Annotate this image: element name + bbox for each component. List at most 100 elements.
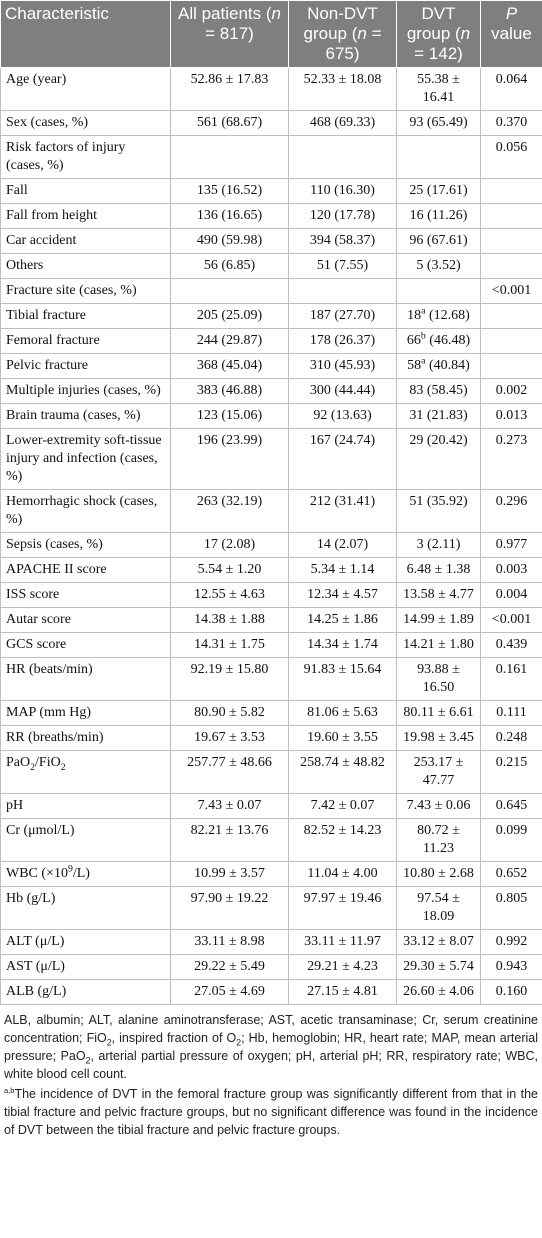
table-cell: 120 (17.78) (288, 203, 397, 229)
subscript: 2 (236, 1037, 242, 1048)
table-cell: 58a (40.84) (396, 353, 481, 379)
table-cell: 66b (46.48) (396, 328, 481, 354)
supscript: 9 (67, 863, 73, 875)
text: Autar score (6, 612, 71, 627)
table-cell: 0.160 (480, 979, 542, 1005)
text: Femoral fracture (6, 333, 100, 348)
text: 29 (20.42) (409, 433, 468, 448)
text: The incidence of DVT in the femoral frac… (4, 1087, 538, 1137)
text: 0.273 (495, 433, 528, 448)
text: 51 (7.55) (316, 258, 369, 273)
table-cell: Lower-extremity soft-tissue injury and i… (0, 428, 171, 490)
text: 0.645 (495, 798, 528, 813)
table-cell: Age (year) (0, 67, 171, 111)
text: Risk factors of injury (cases, %) (6, 140, 126, 173)
table-cell: Autar score (0, 607, 171, 633)
text: WBC (×10 (6, 866, 68, 881)
text: Car accident (6, 233, 77, 248)
text: 0.370 (495, 115, 528, 130)
table-cell (288, 278, 397, 304)
text: (12.68) (425, 308, 470, 323)
table-cell: 5 (3.52) (396, 253, 481, 279)
text: 0.652 (495, 866, 528, 881)
header-cell: All patients (n = 817) (170, 0, 289, 68)
table-cell: Cr (μmol/L) (0, 818, 171, 862)
table-cell: 178 (26.37) (288, 328, 397, 354)
text: = 675) (325, 24, 382, 63)
text: 123 (15.06) (196, 408, 263, 423)
text: 81.06 ± 5.63 (307, 705, 378, 720)
table-cell: 97.90 ± 19.22 (170, 886, 289, 930)
supscript: a (421, 305, 426, 317)
subscript: 2 (106, 1037, 112, 1048)
text: 92.19 ± 15.80 (190, 662, 269, 677)
text: 0.805 (495, 891, 528, 906)
table-cell: Brain trauma (cases, %) (0, 403, 171, 429)
table-cell: Multiple injuries (cases, %) (0, 378, 171, 404)
table-cell: 263 (32.19) (170, 489, 289, 533)
table-cell: 0.002 (480, 378, 542, 404)
text: Sepsis (cases, %) (6, 537, 103, 552)
table-row: pH 7.43 ± 0.07 7.42 ± 0.07 7.43 ± 0.06 0.645 (0, 793, 542, 819)
table-row: Fall 135 (16.52) 110 (16.30) 25 (17.61) (0, 178, 542, 204)
text: 135 (16.52) (196, 183, 263, 198)
text: 468 (69.33) (309, 115, 376, 130)
table-cell: 82.21 ± 13.76 (170, 818, 289, 862)
text: 0.977 (495, 537, 528, 552)
text: 7.42 ± 0.07 (310, 798, 375, 813)
text: /FiO (35, 755, 61, 770)
table-cell: 14.38 ± 1.88 (170, 607, 289, 633)
characteristics-table: Characteristic All patients (n = 817) Non-… (0, 0, 542, 1005)
text: 0.215 (495, 755, 528, 770)
table-row: Femoral fracture 244 (29.87) 178 (26.37) 66… (0, 328, 542, 354)
text: 383 (46.88) (196, 383, 263, 398)
text: MAP (mm Hg) (6, 705, 92, 720)
table-cell: 16 (11.26) (396, 203, 481, 229)
italic: n (271, 4, 281, 23)
text: , inspired fraction of O (111, 1031, 237, 1045)
text: 0.111 (496, 705, 527, 720)
text: 27.15 ± 4.81 (307, 984, 378, 999)
text: 91.83 ± 15.64 (303, 662, 382, 677)
text: 14.99 ± 1.89 (403, 612, 474, 627)
text: 12.34 ± 4.57 (307, 587, 378, 602)
table-row: GCS score 14.31 ± 1.75 14.34 ± 1.74 14.21 ±… (0, 632, 542, 658)
text: 13.58 ± 4.77 (403, 587, 474, 602)
table-row: Fracture site (cases, %) <0.001 (0, 278, 542, 304)
table-cell: 0.977 (480, 532, 542, 558)
table-row: Cr (μmol/L) 82.21 ± 13.76 82.52 ± 14.23 80.… (0, 818, 542, 862)
text: RR (breaths/min) (6, 730, 104, 745)
text: 167 (24.74) (309, 433, 376, 448)
table-cell: 96 (67.61) (396, 228, 481, 254)
table-cell: 81.06 ± 5.63 (288, 700, 397, 726)
text: 187 (27.70) (309, 308, 376, 323)
text: 31 (21.83) (409, 408, 468, 423)
table-cell: <0.001 (480, 607, 542, 633)
text: 0.161 (495, 662, 528, 677)
text: All patients ( (177, 4, 272, 23)
text: 93.88 ± 16.50 (417, 662, 460, 695)
text: 0.003 (495, 562, 528, 577)
text: 80.11 ± 6.61 (403, 705, 474, 720)
text: 0.004 (495, 587, 528, 602)
text: 14 (2.07) (316, 537, 369, 552)
table-row: Lower-extremity soft-tissue injury and i… (0, 428, 542, 490)
footnote: a,bThe incidence of DVT in the femoral f… (4, 1085, 538, 1139)
table-cell: 0.943 (480, 954, 542, 980)
text: value (491, 24, 532, 43)
text: 5 (3.52) (416, 258, 461, 273)
table-cell: 0.099 (480, 818, 542, 862)
text: 11.04 ± 4.00 (307, 866, 378, 881)
table-cell: 300 (44.44) (288, 378, 397, 404)
table-cell: MAP (mm Hg) (0, 700, 171, 726)
text: ALB, albumin; ALT, alanine aminotransfer… (4, 1013, 538, 1045)
text: 19.67 ± 3.53 (194, 730, 265, 745)
table-cell: 0.439 (480, 632, 542, 658)
table-cell: 110 (16.30) (288, 178, 397, 204)
text: 29.21 ± 4.23 (307, 959, 378, 974)
text: Characteristic (5, 4, 109, 23)
table-cell: 55.38 ± 16.41 (396, 67, 481, 111)
footnotes: ALB, albumin; ALT, alanine aminotransfer… (0, 1005, 542, 1139)
table-cell: 33.12 ± 8.07 (396, 929, 481, 955)
table-cell: 187 (27.70) (288, 303, 397, 329)
